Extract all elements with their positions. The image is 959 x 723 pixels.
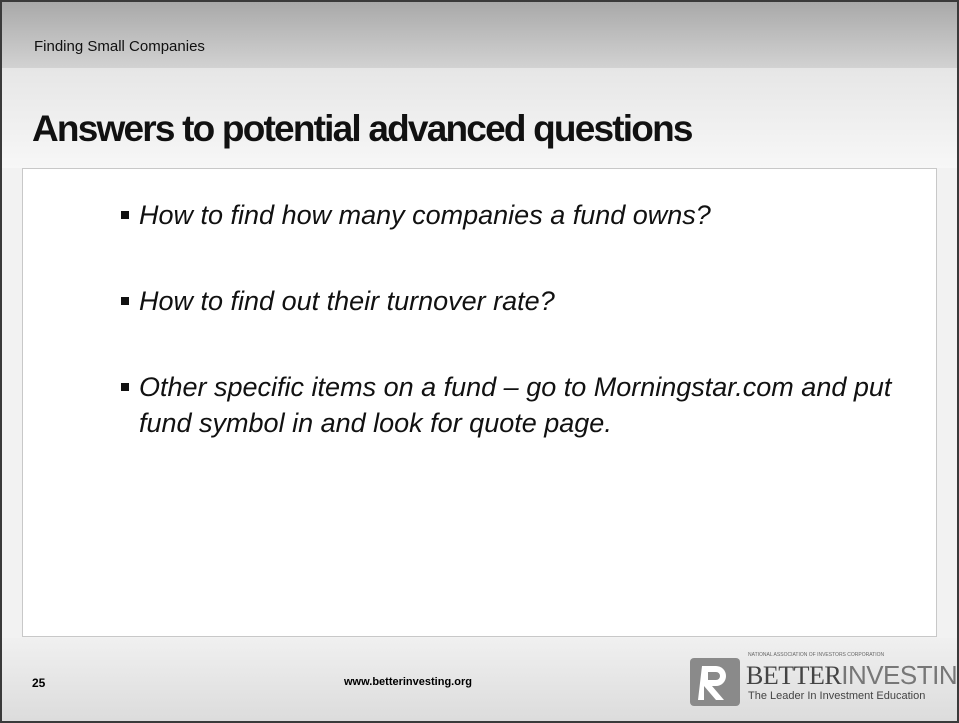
- section-title: Finding Small Companies: [34, 38, 205, 55]
- logo-icon: [690, 658, 740, 706]
- logo-name: BETTERINVESTINGTM: [746, 660, 958, 691]
- footer-url: www.betterinvesting.org: [344, 676, 472, 688]
- page-number: 25: [32, 676, 46, 690]
- bullet-item: How to find how many companies a fund ow…: [121, 197, 923, 233]
- top-bar: Finding Small Companies: [2, 2, 957, 68]
- bullet-marker: [121, 383, 129, 391]
- logo-name-first: BETTER: [746, 661, 842, 690]
- bullet-item: How to find out their turnover rate?: [121, 283, 923, 319]
- bullet-marker: [121, 297, 129, 305]
- bullet-text: How to find out their turnover rate?: [139, 286, 555, 316]
- logo: NATIONAL ASSOCIATION OF INVESTORS CORPOR…: [688, 652, 957, 710]
- logo-tagline-top: NATIONAL ASSOCIATION OF INVESTORS CORPOR…: [748, 652, 885, 658]
- bullet-text: How to find how many companies a fund ow…: [139, 200, 711, 230]
- content-area: How to find how many companies a fund ow…: [22, 168, 937, 637]
- bullet-text: Other specific items on a fund – go to M…: [139, 372, 892, 438]
- footer: 25 www.betterinvesting.org NATIONAL ASSO…: [2, 638, 957, 721]
- bullet-marker: [121, 211, 129, 219]
- logo-tagline: The Leader In Investment Education: [748, 690, 926, 702]
- title-band: Answers to potential advanced questions: [2, 68, 957, 168]
- slide-title: Answers to potential advanced questions: [32, 108, 693, 149]
- logo-name-second: INVESTING: [841, 660, 958, 690]
- bullet-item: Other specific items on a fund – go to M…: [121, 369, 923, 441]
- bullet-list: How to find how many companies a fund ow…: [121, 197, 923, 491]
